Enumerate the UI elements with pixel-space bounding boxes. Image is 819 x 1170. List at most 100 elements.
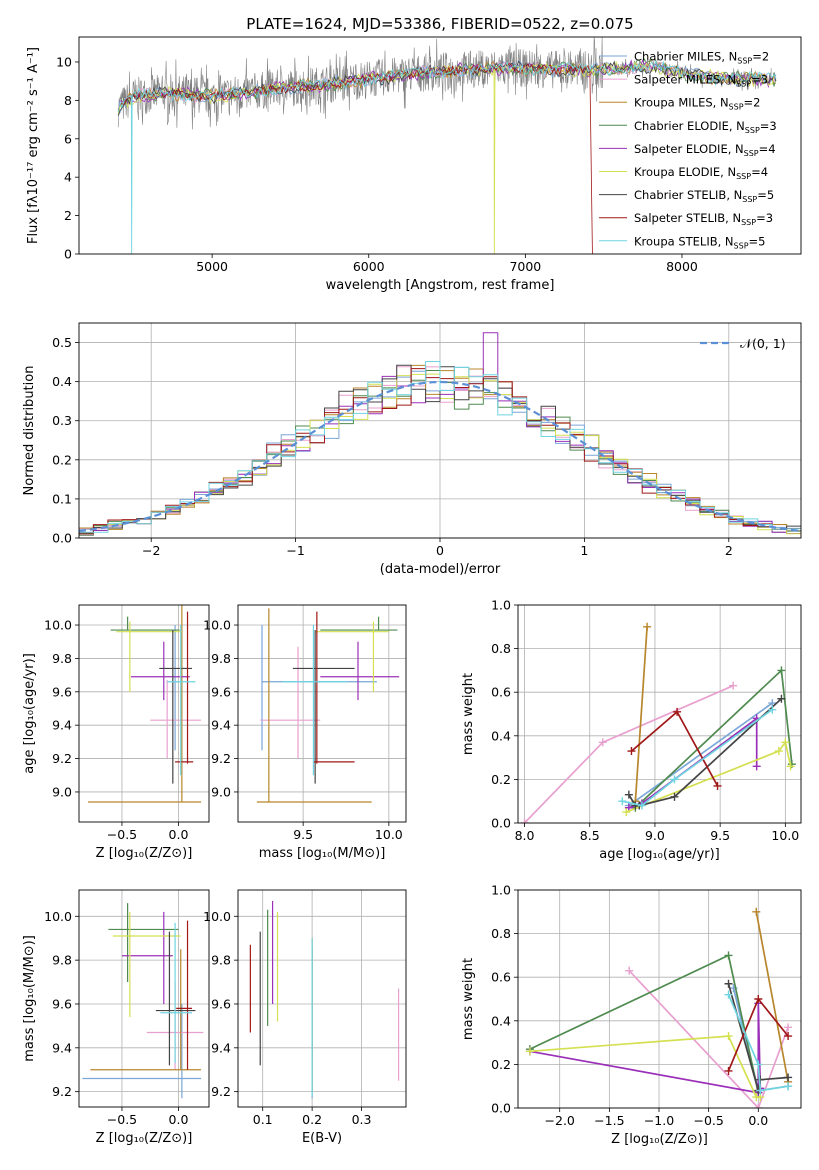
errorbar-chabrier-elodie xyxy=(320,616,398,631)
weight-line xyxy=(622,708,773,807)
x-tick-label: −2 xyxy=(142,543,160,558)
weight-line-kroupa-elodie xyxy=(622,738,795,817)
y-tick-label: 0.6 xyxy=(491,970,511,985)
x-tick-label: −0.5 xyxy=(693,1113,723,1128)
legend-label: Salpeter MILES, NSSP=3 xyxy=(634,73,768,89)
weight-marker xyxy=(784,1032,793,1041)
y-tick-label: 9.2 xyxy=(211,751,231,766)
y-tick-label: 9.4 xyxy=(52,718,72,733)
y-tick-label: 10 xyxy=(56,54,72,69)
legend-label: Kroupa STELIB, NSSP=5 xyxy=(634,234,765,250)
x-axis-label: age [log₁₀(age/yr)] xyxy=(599,847,720,862)
weight-marker xyxy=(520,819,529,823)
x-tick-label: 9.5 xyxy=(710,828,730,843)
weight-line xyxy=(628,970,789,1108)
weight-marker xyxy=(786,762,795,771)
legend-label: Salpeter ELODIE, NSSP=4 xyxy=(634,142,776,158)
x-tick-label: −1.0 xyxy=(644,1113,674,1128)
plot-area xyxy=(520,622,796,823)
x-tick-label: 2 xyxy=(725,543,733,558)
weight-marker xyxy=(752,907,761,916)
x-tick-label: 0 xyxy=(436,543,444,558)
y-tick-label: 0.2 xyxy=(52,452,72,467)
errorbar-salpeter-stelib xyxy=(176,920,193,1070)
gaussian-curve xyxy=(79,380,801,533)
y-tick-label: 9.2 xyxy=(211,1084,231,1099)
weight-line-kroupa-miles xyxy=(752,907,793,1086)
errorbar-chabrier-stelib xyxy=(159,630,193,784)
x-tick-label: 6000 xyxy=(353,259,385,274)
x-axis-label: wavelength [Angstrom, rest frame] xyxy=(326,278,555,293)
y-tick-label: 1.0 xyxy=(491,598,511,613)
residual-histogram: −2 −1 0 1 2 0.0 0.1 0.2 0.3 0.4 0.5 (data-model)/er… xyxy=(22,322,802,577)
weight-marker xyxy=(525,1047,534,1056)
weight-line-chabrier-elodie xyxy=(631,666,796,812)
x-tick-label: 0.0 xyxy=(748,1113,768,1128)
weight-line xyxy=(529,1003,762,1094)
weight-line xyxy=(727,994,789,1092)
y-tick-label: 10.0 xyxy=(203,909,231,924)
plot-area xyxy=(525,907,793,1108)
weight-marker xyxy=(781,738,790,747)
histogram-step-kroupa-stelib xyxy=(79,361,801,533)
x-tick-label: 8000 xyxy=(666,259,698,274)
weight-marker xyxy=(598,738,607,747)
weight-line xyxy=(634,626,648,802)
y-tick-label: 9.6 xyxy=(211,996,231,1011)
y-tick-label: 0.2 xyxy=(491,1057,511,1072)
x-tick-label: 0.2 xyxy=(302,1112,322,1127)
weight-marker xyxy=(777,666,786,675)
y-tick-label: 2 xyxy=(64,208,72,223)
y-tick-label: 9.6 xyxy=(52,684,72,699)
legend-label: 𝒩(0, 1) xyxy=(740,336,786,351)
legend-label: Chabrier ELODIE, NSSP=3 xyxy=(634,119,777,135)
errorbar-kroupa-stelib xyxy=(160,922,193,1064)
weight-line xyxy=(529,1035,761,1098)
x-tick-label: 1 xyxy=(580,543,588,558)
axes-frame xyxy=(237,604,407,823)
x-tick-label: 7000 xyxy=(509,259,541,274)
y-tick-label: 9.2 xyxy=(52,751,72,766)
weight-marker xyxy=(670,792,679,801)
y-tick-label: 9.2 xyxy=(52,1084,72,1099)
weight-marker xyxy=(618,797,627,806)
weight-line xyxy=(625,740,792,813)
y-axis-label: mass weight xyxy=(461,958,476,1040)
axes-frame xyxy=(78,604,210,823)
plot-area xyxy=(117,37,777,254)
x-axis-label: Z [log₁₀(Z/Z⊙)] xyxy=(96,1131,193,1146)
y-tick-label: 9.4 xyxy=(211,718,231,733)
age-vs-metallicity-plot: −0.5 0.0 9.0 9.2 9.4 9.6 9.8 10.0 Z [log₁₀(Z/Z⊙)… xyxy=(22,604,210,861)
weight-marker xyxy=(774,747,783,756)
x-tick-label: −0.5 xyxy=(107,1112,137,1127)
y-tick-label: 0.1 xyxy=(52,491,72,506)
weight-line xyxy=(634,668,793,809)
y-tick-label: 0.0 xyxy=(52,531,72,546)
weight-marker xyxy=(724,1032,733,1041)
y-tick-label: 8 xyxy=(64,93,72,108)
errorbar-salpeter-stelib xyxy=(313,611,355,764)
plot-area xyxy=(256,608,400,803)
axes-frame xyxy=(517,604,802,824)
y-tick-label: 9.0 xyxy=(52,784,72,799)
y-tick-label: 9.8 xyxy=(211,953,231,968)
y-axis-label: Flux [fλ10⁻¹⁷ erg cm⁻² s⁻¹ A⁻¹] xyxy=(26,47,41,244)
y-axis-label: mass [log₁₀(M/M⊙)] xyxy=(22,935,37,1062)
weight-line-salpeter-miles xyxy=(625,966,793,1108)
weight-line-salpeter-stelib xyxy=(724,995,793,1075)
weight-marker xyxy=(784,1082,793,1091)
weight-marker xyxy=(768,705,777,714)
weight-line xyxy=(755,911,789,1082)
weight-line-salpeter-miles xyxy=(520,681,738,823)
x-tick-label: −1.5 xyxy=(594,1113,624,1128)
x-axis-label: (data-model)/error xyxy=(380,562,501,577)
weight-marker xyxy=(637,801,646,810)
weight-marker xyxy=(724,951,733,960)
legend-label: Salpeter STELIB, NSSP=3 xyxy=(634,211,773,227)
weight-marker xyxy=(673,707,682,716)
legend-label: Chabrier STELIB, NSSP=5 xyxy=(634,188,774,204)
model-line-kroupa-elodie xyxy=(117,60,777,254)
plot-area xyxy=(249,900,400,1099)
x-tick-label: 10.0 xyxy=(375,827,403,842)
